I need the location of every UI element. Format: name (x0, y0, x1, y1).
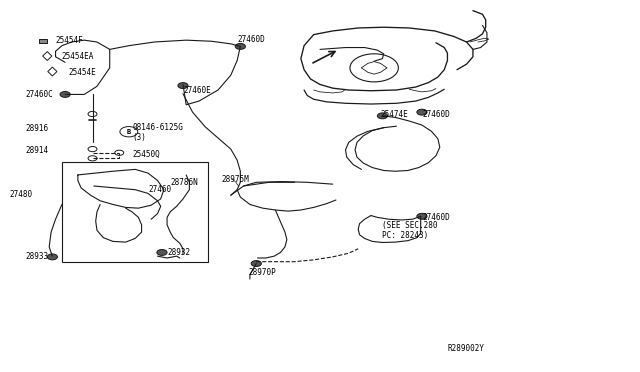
Text: 27460D: 27460D (422, 213, 450, 222)
Text: 28914: 28914 (26, 146, 49, 155)
Text: 28786N: 28786N (170, 178, 198, 187)
Circle shape (251, 260, 261, 266)
Circle shape (417, 213, 427, 219)
Text: 28933: 28933 (26, 251, 49, 261)
Text: 28975M: 28975M (221, 175, 249, 184)
Text: 28916: 28916 (26, 124, 49, 133)
Bar (39, 39, 47, 43)
Circle shape (178, 83, 188, 89)
Text: 25474E: 25474E (381, 109, 408, 119)
Text: 25454F: 25454F (56, 36, 83, 45)
Text: B: B (127, 129, 131, 135)
Text: 28932: 28932 (167, 248, 190, 257)
Text: 27460E: 27460E (183, 86, 211, 94)
Text: R289002Y: R289002Y (447, 344, 484, 353)
Text: 27460: 27460 (148, 185, 171, 194)
Text: 25454E: 25454E (68, 68, 96, 77)
Text: 08146-6125G
(3): 08146-6125G (3) (132, 123, 183, 142)
Text: 27480: 27480 (9, 190, 32, 199)
Text: 25450Q: 25450Q (132, 150, 160, 159)
Circle shape (47, 254, 58, 260)
Circle shape (157, 250, 167, 256)
Text: 27460D: 27460D (237, 35, 265, 44)
Text: 27460D: 27460D (422, 109, 450, 119)
Bar (62, 162, 209, 262)
Circle shape (378, 113, 388, 119)
Text: 25454EA: 25454EA (62, 52, 94, 61)
Circle shape (236, 44, 246, 49)
Text: (SEE SEC.280
PC: 28243): (SEE SEC.280 PC: 28243) (383, 221, 438, 240)
Text: 27460C: 27460C (26, 90, 53, 99)
Circle shape (60, 92, 70, 97)
Circle shape (417, 109, 427, 115)
Text: 28970P: 28970P (248, 268, 276, 277)
